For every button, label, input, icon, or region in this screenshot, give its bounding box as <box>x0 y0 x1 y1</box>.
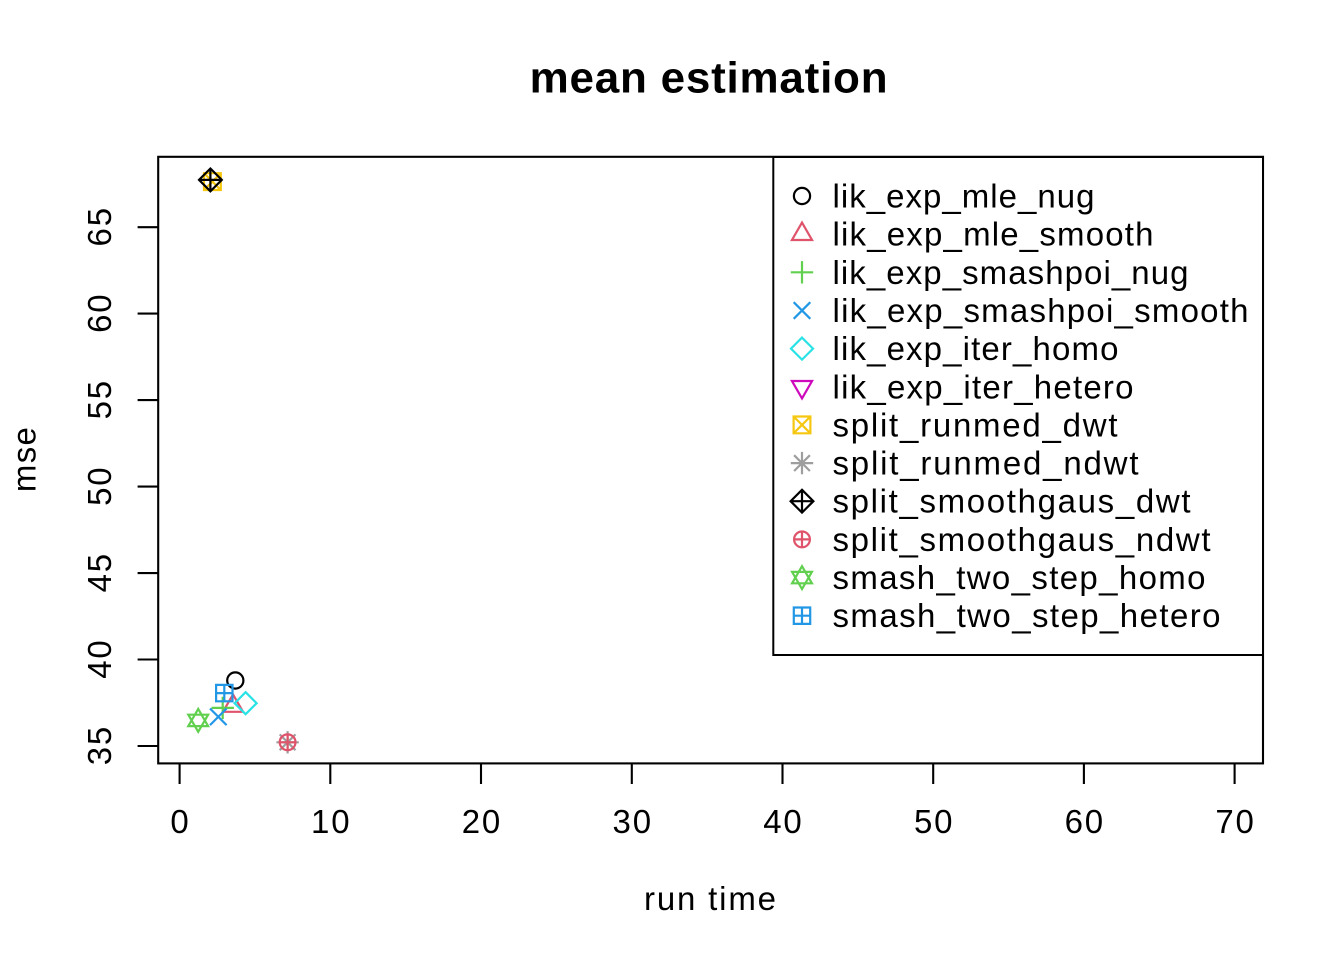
svg-text:70: 70 <box>1215 803 1254 840</box>
svg-text:smash_two_step_homo: smash_two_step_homo <box>833 559 1206 596</box>
svg-text:split_runmed_ndwt: split_runmed_ndwt <box>833 445 1139 482</box>
svg-text:50: 50 <box>914 803 953 840</box>
svg-text:split_smoothgaus_ndwt: split_smoothgaus_ndwt <box>833 521 1211 558</box>
svg-text:split_smoothgaus_dwt: split_smoothgaus_dwt <box>833 483 1191 520</box>
svg-text:20: 20 <box>462 803 501 840</box>
svg-text:split_runmed_dwt: split_runmed_dwt <box>833 406 1118 443</box>
svg-text:40: 40 <box>81 640 118 679</box>
svg-text:mean estimation: mean estimation <box>530 54 888 103</box>
svg-text:lik_exp_iter_hetero: lik_exp_iter_hetero <box>833 368 1134 405</box>
svg-text:10: 10 <box>311 803 350 840</box>
svg-text:smash_two_step_hetero: smash_two_step_hetero <box>833 597 1221 634</box>
svg-text:50: 50 <box>81 467 118 506</box>
svg-text:40: 40 <box>763 803 802 840</box>
svg-text:lik_exp_smashpoi_smooth: lik_exp_smashpoi_smooth <box>833 292 1249 329</box>
svg-text:lik_exp_mle_nug: lik_exp_mle_nug <box>833 178 1095 215</box>
svg-text:55: 55 <box>81 381 118 420</box>
svg-text:30: 30 <box>613 803 652 840</box>
svg-text:45: 45 <box>81 554 118 593</box>
svg-text:60: 60 <box>1065 803 1104 840</box>
svg-text:35: 35 <box>81 727 118 766</box>
svg-text:0: 0 <box>170 803 188 840</box>
svg-text:mse: mse <box>6 427 43 492</box>
svg-text:run time: run time <box>644 880 776 917</box>
svg-text:60: 60 <box>81 294 118 333</box>
svg-text:lik_exp_mle_smooth: lik_exp_mle_smooth <box>833 216 1154 253</box>
svg-text:65: 65 <box>81 208 118 247</box>
svg-text:lik_exp_iter_homo: lik_exp_iter_homo <box>833 330 1119 367</box>
svg-text:lik_exp_smashpoi_nug: lik_exp_smashpoi_nug <box>833 254 1189 291</box>
